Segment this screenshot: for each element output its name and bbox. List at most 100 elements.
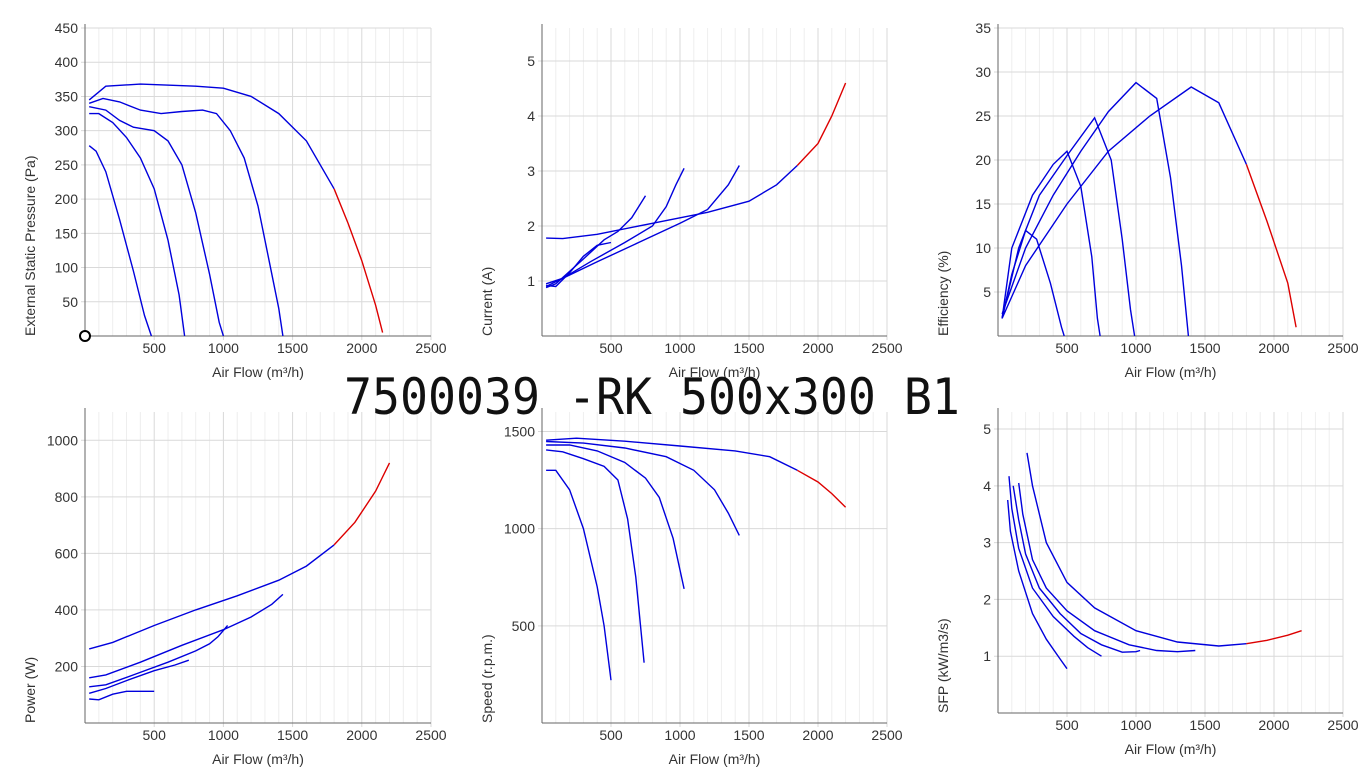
series-line-3 xyxy=(546,444,685,590)
series-line-1 xyxy=(1001,86,1248,319)
series-line-2 xyxy=(88,97,284,336)
x-tick-label: 2000 xyxy=(346,727,377,743)
x-tick-label: 2500 xyxy=(1327,340,1358,356)
x-axis-label: Air Flow (m³/h) xyxy=(1125,741,1217,757)
x-tick-label: 500 xyxy=(143,340,167,356)
x-tick-label: 2500 xyxy=(415,727,446,743)
x-tick-label: 500 xyxy=(143,727,167,743)
x-tick-label: 2500 xyxy=(415,340,446,356)
y-tick-label: 35 xyxy=(975,20,991,36)
y-tick-label: 3 xyxy=(527,163,535,179)
y-tick-label: 10 xyxy=(975,240,991,256)
y-tick-label: 30 xyxy=(975,64,991,80)
x-tick-label: 1000 xyxy=(664,727,695,743)
y-tick-label: 15 xyxy=(975,196,991,212)
x-tick-label: 500 xyxy=(1055,717,1079,733)
x-tick-label: 1500 xyxy=(1189,717,1220,733)
x-axis-label: Air Flow (m³/h) xyxy=(212,751,304,767)
series-line-3 xyxy=(89,106,225,336)
series-line-1 xyxy=(89,544,335,650)
chart-current: 500 1000 1500 2000 2500 1 2 3 4 5 Air Flow (m³/h) C… xyxy=(479,24,903,380)
y-tick-label: 2 xyxy=(527,218,535,234)
operating-point-marker[interactable] xyxy=(79,330,91,342)
overload-segment-1 xyxy=(796,82,847,166)
y-tick-label: 400 xyxy=(55,602,79,618)
y-tick-label: 800 xyxy=(55,489,79,505)
x-tick-label: 500 xyxy=(1055,340,1079,356)
y-axis-label: Efficiency (%) xyxy=(935,251,951,336)
y-tick-label: 2 xyxy=(983,591,991,607)
overload-segment-1 xyxy=(1245,164,1297,328)
series-line-5 xyxy=(546,241,612,288)
x-tick-label: 2000 xyxy=(802,340,833,356)
series-line-1 xyxy=(546,437,798,471)
series-line-4 xyxy=(1001,149,1101,336)
x-tick-label: 2500 xyxy=(871,727,902,743)
y-tick-label: 200 xyxy=(55,658,79,674)
chart-speed: 500 1000 1500 2000 2500 500 1000 1500 Air Flow (… xyxy=(479,408,903,767)
series-line-3 xyxy=(1012,485,1141,653)
y-axis-label: Power (W) xyxy=(22,657,38,723)
y-tick-label: 1500 xyxy=(504,423,535,439)
y-tick-label: 600 xyxy=(55,545,79,561)
series-line-3 xyxy=(89,625,229,688)
x-axis-label: Air Flow (m³/h) xyxy=(669,751,761,767)
y-tick-label: 50 xyxy=(62,294,78,310)
series-line-4 xyxy=(545,195,647,289)
chart-power: 500 1000 1500 2000 2500 200 400 600 800 1000 Air F… xyxy=(22,408,447,767)
series-line-5 xyxy=(88,145,153,336)
overload-segment-1 xyxy=(333,462,391,546)
x-tick-label: 1000 xyxy=(1120,717,1151,733)
y-tick-label: 20 xyxy=(975,152,991,168)
y-tick-label: 150 xyxy=(55,225,79,241)
x-axis-label: Air Flow (m³/h) xyxy=(1125,364,1217,380)
x-axis-label: Air Flow (m³/h) xyxy=(212,364,304,380)
y-tick-label: 350 xyxy=(55,88,79,104)
x-axis-label: Air Flow (m³/h) xyxy=(669,364,761,380)
x-tick-label: 2000 xyxy=(1258,717,1289,733)
y-tick-label: 5 xyxy=(983,284,991,300)
x-tick-label: 1000 xyxy=(208,340,239,356)
series-line-2 xyxy=(546,440,740,536)
y-tick-label: 500 xyxy=(512,618,536,634)
page-title: 7500039 -RK 500x300 B1 xyxy=(344,368,960,426)
y-tick-label: 1000 xyxy=(47,432,78,448)
x-tick-label: 1000 xyxy=(664,340,695,356)
y-tick-label: 450 xyxy=(55,20,79,36)
series-line-5 xyxy=(1007,499,1068,670)
y-axis-label: Current (A) xyxy=(479,267,495,336)
series-line-5 xyxy=(546,469,612,681)
series-line-3 xyxy=(1001,116,1136,336)
y-tick-label: 100 xyxy=(55,260,79,276)
x-tick-label: 2000 xyxy=(1258,340,1289,356)
x-tick-label: 1000 xyxy=(208,727,239,743)
series-line-1 xyxy=(88,83,335,190)
series-line-2 xyxy=(1001,81,1190,336)
y-axis-label: Speed (r.p.m.) xyxy=(479,634,495,723)
series-line-3 xyxy=(545,167,685,288)
x-tick-label: 2500 xyxy=(1327,717,1358,733)
overload-segment-1 xyxy=(796,469,847,508)
x-tick-label: 2000 xyxy=(346,340,377,356)
x-tick-label: 1500 xyxy=(277,727,308,743)
chart-sfp: 500 1000 1500 2000 2500 1 2 3 4 5 Air Flow (m³/h) S… xyxy=(935,408,1359,757)
y-tick-label: 5 xyxy=(983,421,991,437)
series-line-5 xyxy=(1001,229,1065,336)
series-line-1 xyxy=(546,164,798,240)
y-tick-label: 4 xyxy=(527,108,535,124)
x-tick-label: 1500 xyxy=(277,340,308,356)
x-tick-label: 1000 xyxy=(1120,340,1151,356)
overload-segment-1 xyxy=(1246,630,1302,645)
y-tick-label: 4 xyxy=(983,478,991,494)
y-tick-label: 250 xyxy=(55,157,79,173)
y-tick-label: 300 xyxy=(55,123,79,139)
y-tick-label: 1 xyxy=(527,273,535,289)
y-tick-label: 25 xyxy=(975,108,991,124)
y-tick-label: 1000 xyxy=(504,521,535,537)
y-axis-label: External Static Pressure (Pa) xyxy=(22,155,38,336)
overload-segment-1 xyxy=(333,188,384,333)
x-tick-label: 2000 xyxy=(802,727,833,743)
x-tick-label: 500 xyxy=(599,727,623,743)
series-line-4 xyxy=(546,449,645,663)
